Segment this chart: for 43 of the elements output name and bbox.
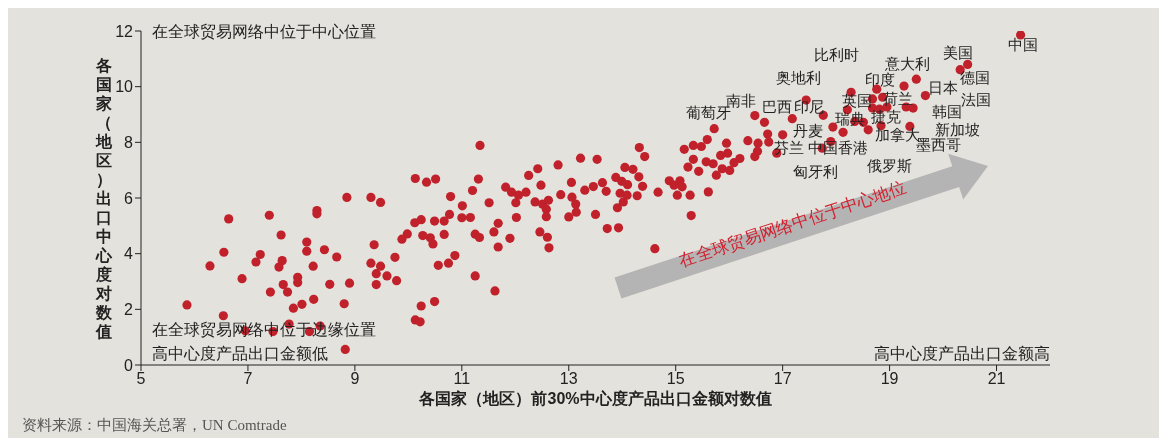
y-tick-label: 4 bbox=[124, 245, 134, 263]
annotation: 印度 bbox=[865, 70, 895, 90]
annotation: 在全球贸易网络中位于中心位置 bbox=[152, 22, 376, 42]
y-tick-label: 10 bbox=[115, 78, 134, 96]
text: 资料来源：中国海关总署，UN Comtrade bbox=[22, 416, 287, 435]
x-tick-label: 19 bbox=[880, 370, 899, 388]
annotation: 芬兰 bbox=[774, 138, 804, 158]
annotation: 新加坡 bbox=[934, 120, 980, 138]
x-tick-label: 5 bbox=[136, 370, 146, 388]
annotation: 南非 bbox=[726, 91, 756, 109]
annotation: 捷克 bbox=[871, 107, 901, 127]
y-tick-label: 2 bbox=[124, 301, 134, 319]
y-tick-label: 0 bbox=[124, 356, 134, 374]
y-tick-label: 6 bbox=[124, 189, 134, 207]
annotation: 德国 bbox=[960, 68, 990, 88]
x-axis-title: 各国家（地区）前30%中心度产品出口金额对数值 bbox=[418, 389, 773, 409]
annotation: 丹麦 bbox=[793, 121, 823, 140]
annotation: 奥地利 bbox=[775, 68, 821, 88]
annotation: 英国 bbox=[842, 91, 872, 109]
text: 各国家（地区）出口中心度对数值 bbox=[96, 56, 112, 340]
annotation: 美国 bbox=[943, 43, 973, 63]
x-tick-label: 21 bbox=[987, 370, 1006, 388]
annotation: 匈牙利 bbox=[792, 162, 838, 182]
annotation: 高中心度产品出口金额低 bbox=[152, 344, 328, 364]
annotation: 荷兰 bbox=[883, 89, 913, 109]
annotation: 巴西 bbox=[762, 97, 792, 117]
y-tick-label: 12 bbox=[115, 22, 134, 40]
annotation: 日本 bbox=[928, 78, 958, 98]
annotation: 韩国 bbox=[932, 102, 962, 122]
x-tick-label: 11 bbox=[453, 370, 471, 388]
annotation: 俄罗斯 bbox=[866, 156, 912, 176]
annotation: 比利时 bbox=[813, 45, 859, 65]
annotation: 中国 bbox=[1008, 35, 1038, 55]
x-tick-label: 7 bbox=[243, 370, 253, 388]
annotation: 法国 bbox=[961, 90, 991, 110]
annotation: 印尼 bbox=[794, 97, 824, 117]
x-tick-label: 17 bbox=[773, 370, 792, 388]
y-tick-label: 8 bbox=[124, 134, 134, 152]
annotation: 高中心度产品出口金额高 bbox=[874, 344, 1050, 364]
annotation: 意大利 bbox=[884, 54, 930, 72]
x-tick-label: 9 bbox=[350, 370, 360, 388]
x-tick-label: 15 bbox=[666, 370, 685, 388]
x-tick-label: 13 bbox=[559, 370, 578, 388]
